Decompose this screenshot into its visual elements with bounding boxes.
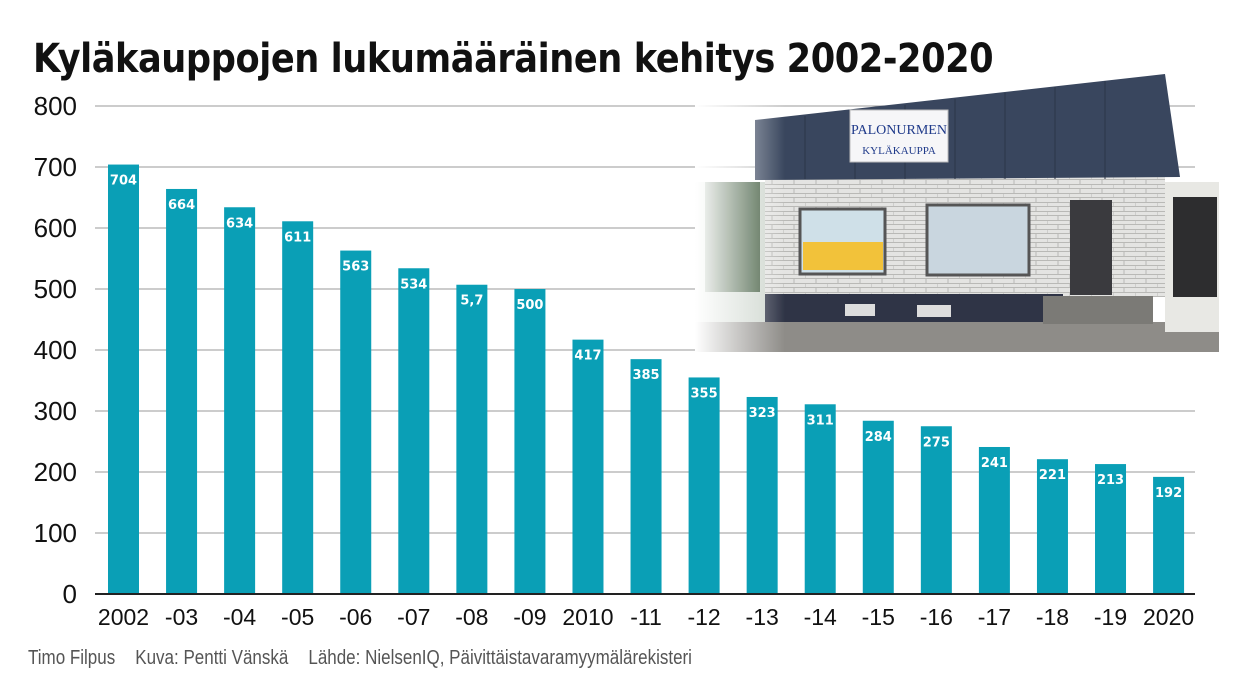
bar-data-label: 355 — [691, 386, 718, 401]
bar-data-label: 664 — [168, 198, 195, 213]
x-tick-label: -17 — [978, 604, 1011, 630]
bar — [978, 446, 1010, 594]
x-tick-label: -14 — [804, 604, 837, 630]
x-tick-label: -05 — [281, 604, 314, 630]
y-tick-label: 0 — [63, 579, 77, 609]
x-tick-label: -19 — [1094, 604, 1127, 630]
x-tick-label: -18 — [1036, 604, 1069, 630]
y-tick-label: 200 — [34, 457, 77, 487]
bar — [630, 359, 662, 594]
bar-data-label: 275 — [923, 435, 950, 450]
bar-data-label: 611 — [284, 230, 311, 245]
bar — [398, 268, 430, 594]
x-tick-label: 2010 — [562, 604, 613, 630]
bar — [862, 420, 894, 594]
bar — [746, 396, 778, 594]
bar-data-label: 213 — [1097, 473, 1124, 488]
x-tick-label: -16 — [920, 604, 953, 630]
y-tick-label: 300 — [34, 396, 77, 426]
bar — [166, 188, 198, 594]
y-tick-label: 800 — [34, 91, 77, 121]
bar — [224, 207, 256, 594]
bars: 704 664 634 611 563 534 5,7 500 417 385 355 323 311 2… — [108, 164, 1185, 595]
x-tick-label: -03 — [165, 604, 198, 630]
bar-data-label: 241 — [981, 456, 1008, 471]
bar-data-label: 221 — [1039, 468, 1066, 483]
x-tick-label: 2020 — [1143, 604, 1194, 630]
footer-credits: Timo Filpus Kuva: Pentti Vänskä Lähde: N… — [28, 647, 707, 670]
source-credit: Lähde: NielsenIQ, Päivittäistavaramyymäl… — [308, 647, 692, 669]
bar-data-label: 563 — [342, 260, 369, 275]
bar — [456, 284, 488, 594]
bar — [514, 289, 546, 594]
sign-line-2: KYLÄKAUPPA — [862, 145, 936, 157]
bar-data-label: 5,7 — [460, 294, 483, 309]
bar — [688, 377, 720, 594]
y-axis-ticks: 0 100 200 300 400 500 600 700 800 — [34, 91, 77, 609]
bar-data-label: 311 — [807, 413, 834, 428]
x-tick-label: -06 — [339, 604, 372, 630]
author-credit: Timo Filpus — [28, 647, 116, 669]
bar — [1036, 459, 1068, 594]
y-tick-label: 700 — [34, 152, 77, 182]
bar — [1153, 476, 1185, 594]
x-axis-ticks: 2002 -03 -04 -05 -06 -07 -08 -09 2010 -11 -12 -13 -1… — [98, 604, 1194, 630]
bar — [920, 426, 952, 594]
bar — [340, 250, 372, 594]
x-tick-label: -11 — [630, 604, 662, 630]
bar-data-label: 500 — [516, 298, 543, 313]
y-tick-label: 500 — [34, 274, 77, 304]
bar — [108, 164, 139, 594]
x-tick-label: -12 — [687, 604, 720, 630]
bar — [572, 339, 604, 594]
bar — [1095, 464, 1127, 594]
bar — [804, 404, 836, 594]
bar — [282, 221, 314, 595]
photo-credit: Kuva: Pentti Vänskä — [135, 647, 289, 669]
y-tick-label: 100 — [34, 518, 77, 548]
x-tick-label: 2002 — [98, 604, 149, 630]
x-tick-label: -08 — [455, 604, 488, 630]
chart-title: Kyläkauppojen lukumääräinen kehitys 2002… — [33, 36, 994, 82]
bar-data-label: 284 — [865, 430, 892, 445]
store-photo: PALONURMEN KYLÄKAUPPA — [695, 72, 1219, 352]
x-tick-label: -09 — [513, 604, 546, 630]
x-tick-label: -15 — [862, 604, 895, 630]
sign-line-1: PALONURMEN — [851, 123, 947, 138]
y-tick-label: 400 — [34, 335, 77, 365]
bar-data-label: 634 — [226, 216, 253, 231]
bar-data-label: 385 — [632, 368, 659, 383]
bar-data-label: 323 — [749, 406, 776, 421]
bar-data-label: 704 — [110, 174, 137, 189]
x-tick-label: -04 — [223, 604, 256, 630]
y-tick-label: 600 — [34, 213, 77, 243]
x-tick-label: -07 — [397, 604, 430, 630]
x-tick-label: -13 — [746, 604, 779, 630]
bar-data-label: 534 — [400, 277, 427, 292]
bar-data-label: 192 — [1155, 486, 1182, 501]
bar-data-label: 417 — [574, 349, 601, 364]
store-sign — [849, 109, 949, 163]
